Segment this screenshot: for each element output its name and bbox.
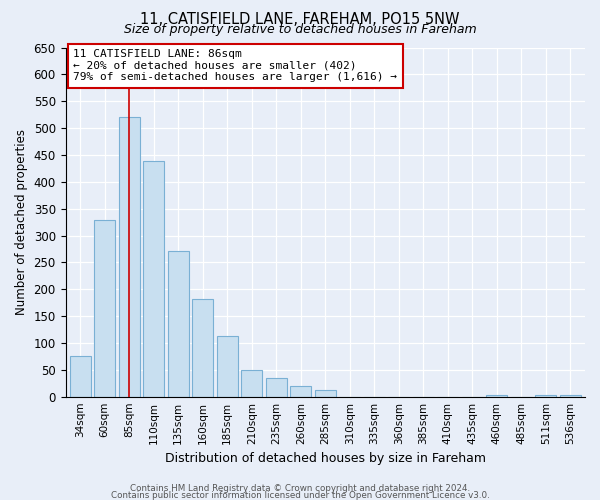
Bar	[241, 370, 262, 396]
Text: 11, CATISFIELD LANE, FAREHAM, PO15 5NW: 11, CATISFIELD LANE, FAREHAM, PO15 5NW	[140, 12, 460, 28]
Bar	[315, 390, 335, 396]
Y-axis label: Number of detached properties: Number of detached properties	[15, 129, 28, 315]
Text: Contains public sector information licensed under the Open Government Licence v3: Contains public sector information licen…	[110, 490, 490, 500]
Bar	[143, 162, 164, 396]
Bar	[70, 356, 91, 397]
X-axis label: Distribution of detached houses by size in Fareham: Distribution of detached houses by size …	[165, 452, 486, 465]
Bar	[535, 395, 556, 396]
Bar	[119, 118, 140, 396]
Text: Contains HM Land Registry data © Crown copyright and database right 2024.: Contains HM Land Registry data © Crown c…	[130, 484, 470, 493]
Bar	[560, 395, 581, 396]
Bar	[193, 299, 213, 396]
Bar	[487, 394, 507, 396]
Text: 11 CATISFIELD LANE: 86sqm
← 20% of detached houses are smaller (402)
79% of semi: 11 CATISFIELD LANE: 86sqm ← 20% of detac…	[73, 49, 397, 82]
Bar	[217, 336, 238, 396]
Bar	[94, 220, 115, 396]
Bar	[290, 386, 311, 396]
Bar	[266, 378, 287, 396]
Bar	[168, 250, 188, 396]
Text: Size of property relative to detached houses in Fareham: Size of property relative to detached ho…	[124, 22, 476, 36]
